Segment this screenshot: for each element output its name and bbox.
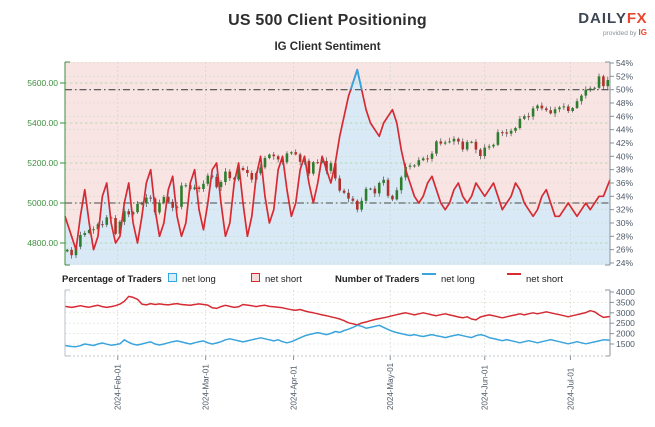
date-label: 2024-Apr-01 [290, 365, 299, 410]
percent-tick-label: 38% [616, 165, 633, 175]
percent-tick-label: 26% [616, 245, 633, 255]
dailyfx-logo: DAILYFX provided by IG [578, 11, 647, 38]
percent-tick-label: 28% [616, 231, 633, 241]
legend-net-long-label: net long [182, 274, 216, 285]
logo-provided-by: provided by IG [578, 27, 647, 38]
legend-net-short-label: net short [265, 274, 302, 285]
x-axis-labels: 2024-Feb-01 2024-Mar-01 2024-Apr-01 2024-Ma… [114, 356, 575, 410]
provided-by-text: provided by [602, 29, 637, 37]
logo-ig-text: IG [638, 27, 647, 37]
net-short-line-swatch [507, 273, 521, 275]
percent-tick-label: 50% [616, 85, 633, 95]
date-label: 2024-May-01 [386, 362, 395, 410]
percent-tick-label: 46% [616, 111, 633, 121]
percent-tick-label: 42% [616, 138, 633, 148]
traders-tick-label: 2000 [616, 329, 635, 339]
price-tick-label: 4800.00 [27, 238, 58, 248]
net-short-area-swatch [251, 273, 260, 282]
percent-tick-label: 32% [616, 205, 633, 215]
traders-tick-label: 3000 [616, 308, 635, 318]
price-tick-label: 5400.00 [27, 118, 58, 128]
logo-daily-text: DAILY [578, 10, 627, 27]
percent-tick-label: 44% [616, 125, 633, 135]
legend-traders-long-label: net long [441, 274, 475, 285]
percent-tick-label: 40% [616, 151, 633, 161]
date-label: 2024-Jul-01 [566, 367, 575, 410]
percent-tick-label: 30% [616, 218, 633, 228]
percent-tick-label: 36% [616, 178, 633, 188]
percent-tick-label: 54% [616, 58, 633, 68]
percent-tick-label: 24% [616, 258, 633, 268]
percent-tick-label: 34% [616, 191, 633, 201]
main-axes: 5600.00 5400.00 5200.00 5000.00 4800.00 54% 52… [27, 58, 633, 268]
legend-number-title: Number of Traders [335, 274, 420, 285]
legend-percentage-title: Percentage of Traders [62, 274, 162, 285]
price-tick-label: 5600.00 [27, 78, 58, 88]
date-label: 2024-Jun-01 [481, 365, 490, 410]
date-label: 2024-Mar-01 [202, 364, 211, 410]
chart-legend: Percentage of Traders net long net short… [0, 273, 655, 289]
chart-subtitle: IG Client Sentiment [274, 41, 381, 53]
price-tick-label: 5200.00 [27, 158, 58, 168]
net-long-area-swatch [168, 273, 177, 282]
logo-fx-text: FX [626, 10, 647, 27]
price-tick-label: 5000.00 [27, 198, 58, 208]
traders-tick-label: 1500 [616, 339, 635, 349]
traders-lines [64, 295, 611, 348]
sentiment-line [64, 68, 611, 251]
date-label: 2024-Feb-01 [114, 364, 123, 410]
net-long-line-swatch [422, 273, 436, 275]
sentiment-fills [65, 62, 610, 265]
traders-tick-label: 3500 [616, 297, 635, 307]
legend-traders-short-label: net short [526, 274, 563, 285]
percent-tick-label: 52% [616, 71, 633, 81]
traders-tick-label: 4000 [616, 287, 635, 297]
page-title: US 500 Client Positioning [228, 12, 427, 29]
candles-layer [65, 73, 610, 259]
percent-tick-label: 48% [616, 98, 633, 108]
dailyfx-wordmark: DAILYFX [578, 11, 647, 28]
traders-tick-label: 2500 [616, 318, 635, 328]
